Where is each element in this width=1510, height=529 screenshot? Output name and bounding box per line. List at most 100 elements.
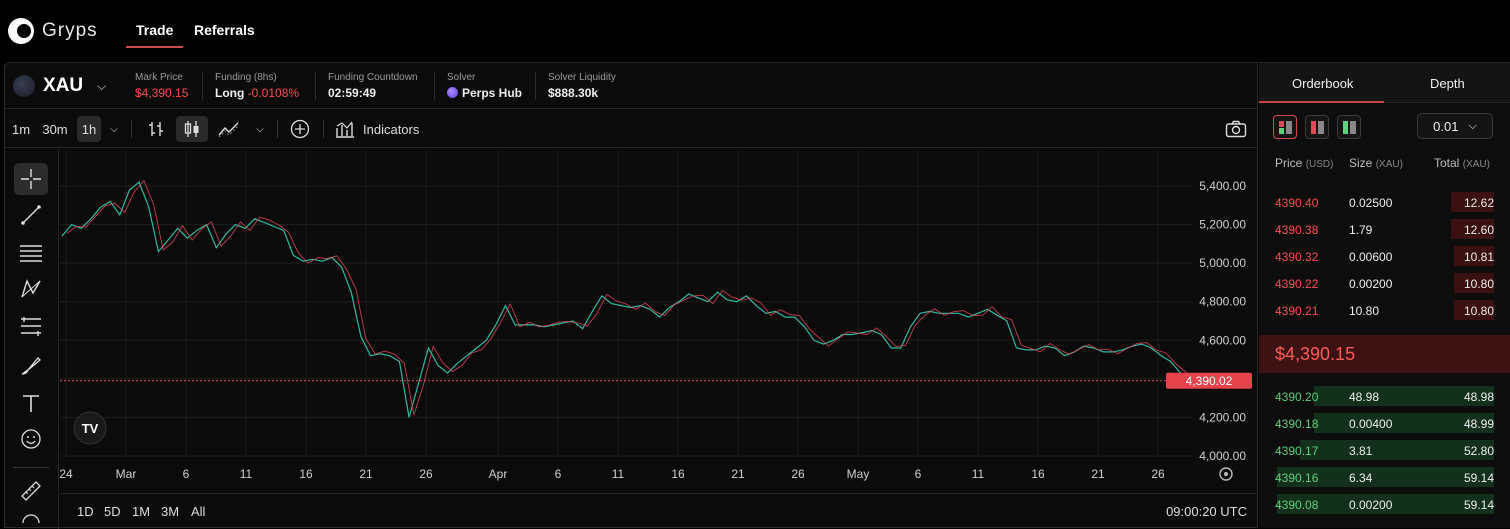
- funding-side: Long: [215, 86, 245, 100]
- orderbook-tabs: Orderbook Depth: [1259, 63, 1510, 103]
- orderbook-panel: Orderbook Depth 0.01 ⌵ Price (USD) Size …: [1259, 62, 1510, 528]
- view-bids-icon[interactable]: [1337, 115, 1361, 139]
- settings-gear-icon[interactable]: [1219, 467, 1233, 481]
- col-size-unit: (XAU): [1375, 159, 1403, 170]
- bar-chart-icon[interactable]: [143, 116, 169, 142]
- range-5d[interactable]: 5D: [104, 504, 121, 519]
- trend-line-icon[interactable]: [14, 199, 48, 231]
- chart-panel: XAU ⌵ Mark Price $4,390.15 Funding (8hs)…: [4, 62, 1258, 529]
- interval-30m[interactable]: 30m: [42, 121, 68, 137]
- bid-row[interactable]: 4390.16 6.34 59.14: [1259, 465, 1510, 489]
- depth-bar: [1314, 413, 1494, 433]
- solver-value[interactable]: Perps Hub: [462, 86, 523, 100]
- range-3m[interactable]: 3M: [161, 504, 180, 519]
- x-tick-label: 16: [299, 467, 313, 481]
- order-size: 1.79: [1349, 223, 1373, 237]
- text-tool-icon[interactable]: [14, 387, 48, 419]
- chart-type-chevron-icon[interactable]: ⌵: [256, 123, 264, 135]
- order-total: 10.81: [1463, 250, 1494, 264]
- order-size: 0.00600: [1349, 250, 1393, 264]
- nav-tab-trade[interactable]: Trade: [125, 22, 184, 48]
- view-both-icon[interactable]: [1273, 115, 1297, 139]
- range-1m[interactable]: 1M: [132, 504, 151, 519]
- ask-row[interactable]: 4390.21 10.80 10.80: [1259, 298, 1510, 322]
- stat-label: Funding Countdown: [328, 72, 418, 83]
- order-total: 12.60: [1463, 223, 1494, 237]
- crosshair-icon[interactable]: [14, 163, 48, 195]
- pattern-icon[interactable]: [14, 273, 48, 305]
- depth-bar: [1451, 219, 1494, 239]
- x-tick-label: Mar: [116, 467, 137, 481]
- price-chart[interactable]: 5,400.00 5,200.00 5,000.00 4,800.00 4,600.00…: [60, 150, 1256, 490]
- tick-size-select[interactable]: 0.01 ⌵: [1417, 113, 1493, 139]
- mid-price-row: $4,390.15: [1259, 335, 1510, 373]
- candles-icon[interactable]: [176, 116, 208, 142]
- horizontal-lines-icon[interactable]: [14, 237, 48, 269]
- order-total: 59.14: [1463, 498, 1494, 512]
- x-tick-label: 26: [1151, 467, 1165, 481]
- range-all[interactable]: All: [191, 504, 206, 519]
- depth-bar: [1314, 386, 1494, 406]
- nav-tab-referrals[interactable]: Referrals: [194, 22, 255, 38]
- order-size: 48.98: [1349, 390, 1380, 404]
- price-series-overlay: [66, 179, 1196, 415]
- magnet-icon[interactable]: [14, 509, 48, 529]
- view-asks-icon[interactable]: [1305, 115, 1329, 139]
- interval-dropdown-chevron-icon[interactable]: ⌵: [110, 123, 118, 135]
- bid-row[interactable]: 4390.20 48.98 48.98: [1259, 384, 1510, 408]
- depth-bar: [1277, 467, 1494, 487]
- mid-price: $4,390.15: [1275, 344, 1356, 364]
- order-price: 4390.22: [1275, 277, 1319, 291]
- asset-selector[interactable]: XAU ⌵: [13, 75, 106, 97]
- y-tick-label: 5,000.00: [1199, 256, 1246, 270]
- interval-1h[interactable]: 1h: [77, 116, 101, 142]
- order-size: 0.00200: [1349, 498, 1393, 512]
- order-price: 4390.17: [1275, 444, 1319, 458]
- add-indicator-icon[interactable]: [287, 116, 313, 142]
- funding-rate: -0.0108%: [247, 86, 300, 100]
- tradingview-logo[interactable]: TV: [73, 411, 107, 445]
- area-chart-icon[interactable]: [215, 116, 243, 142]
- utc-clock[interactable]: 09:00:20 UTC: [1166, 504, 1247, 519]
- fib-retracement-icon[interactable]: [14, 311, 48, 343]
- logo[interactable]: Gryps: [8, 18, 98, 44]
- top-nav: Gryps Trade Referrals: [0, 0, 1510, 60]
- order-total: 12.62: [1463, 196, 1494, 210]
- brush-icon[interactable]: [14, 349, 48, 381]
- emoji-icon[interactable]: [14, 423, 48, 455]
- bid-row[interactable]: 4390.08 0.00200 59.14: [1259, 492, 1510, 516]
- order-price: 4390.40: [1275, 196, 1319, 210]
- bid-row[interactable]: 4390.17 3.81 52.80: [1259, 438, 1510, 462]
- tab-depth[interactable]: Depth: [1430, 76, 1465, 91]
- stat-solver-liquidity: Solver Liquidity $888.30k: [535, 72, 616, 100]
- tab-orderbook[interactable]: Orderbook: [1292, 76, 1354, 91]
- drawing-tools: [5, 149, 59, 529]
- indicators-label: Indicators: [363, 121, 420, 137]
- orderbook-view-toggle: [1273, 115, 1361, 139]
- perps-hub-icon: [447, 87, 458, 98]
- x-tick-label: 11: [612, 467, 625, 481]
- col-total-unit: (XAU): [1462, 159, 1490, 170]
- col-size-label: Size: [1349, 156, 1373, 170]
- stat-label: Solver Liquidity: [548, 72, 616, 83]
- depth-bar: [1277, 494, 1494, 514]
- camera-icon[interactable]: [1223, 116, 1249, 142]
- x-tick-label: 6: [915, 467, 922, 481]
- range-1d[interactable]: 1D: [77, 504, 94, 519]
- ask-row[interactable]: 4390.40 0.02500 12.62: [1259, 190, 1510, 214]
- ask-row[interactable]: 4390.32 0.00600 10.81: [1259, 244, 1510, 268]
- ask-row[interactable]: 4390.22 0.00200 10.80: [1259, 271, 1510, 295]
- app-name: Gryps: [42, 20, 98, 41]
- ask-row[interactable]: 4390.38 1.79 12.60: [1259, 217, 1510, 241]
- x-tick-label: 21: [731, 467, 745, 481]
- interval-1m[interactable]: 1m: [11, 121, 31, 137]
- x-tick-label: 16: [1031, 467, 1045, 481]
- x-tick-label: 11: [972, 467, 985, 481]
- market-header: XAU ⌵ Mark Price $4,390.15 Funding (8hs)…: [5, 63, 1257, 109]
- indicators-button[interactable]: Indicators: [335, 116, 435, 142]
- stat-funding-countdown: Funding Countdown 02:59:49: [315, 72, 418, 100]
- ruler-icon[interactable]: [14, 475, 48, 507]
- col-total-label: Total: [1434, 156, 1460, 170]
- depth-bar: [1451, 192, 1494, 212]
- bid-row[interactable]: 4390.18 0.00400 48.99: [1259, 411, 1510, 435]
